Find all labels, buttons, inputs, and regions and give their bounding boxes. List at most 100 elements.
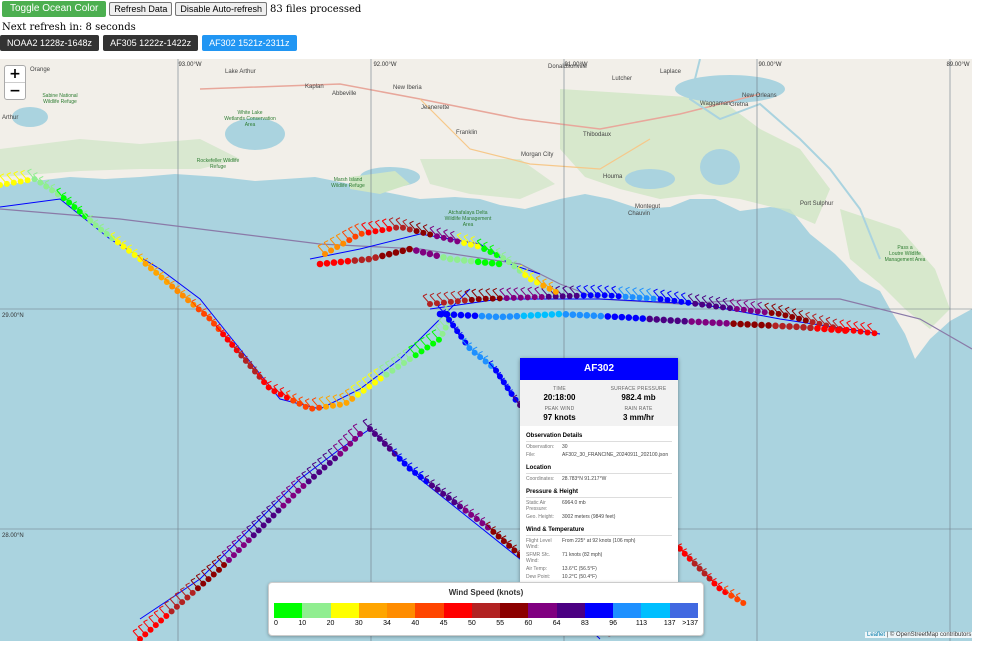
wind-observation-marker[interactable] bbox=[401, 359, 408, 366]
wind-observation-marker[interactable] bbox=[534, 279, 541, 286]
wind-observation-marker[interactable] bbox=[552, 293, 559, 300]
wind-observation-marker[interactable] bbox=[426, 250, 434, 258]
wind-observation-marker[interactable] bbox=[713, 303, 720, 310]
wind-observation-marker[interactable] bbox=[722, 589, 729, 596]
wind-observation-marker[interactable] bbox=[413, 247, 420, 254]
wind-observation-marker[interactable] bbox=[3, 180, 10, 187]
wind-observation-marker[interactable] bbox=[290, 397, 297, 404]
wind-observation-marker[interactable] bbox=[417, 474, 424, 481]
wind-observation-marker[interactable] bbox=[447, 236, 454, 243]
wind-observation-marker[interactable] bbox=[702, 318, 709, 326]
wind-observation-marker[interactable] bbox=[383, 371, 390, 378]
wind-observation-marker[interactable] bbox=[511, 547, 518, 554]
wind-observation-marker[interactable] bbox=[508, 390, 515, 397]
wind-observation-marker[interactable] bbox=[653, 316, 660, 323]
wind-observation-marker[interactable] bbox=[699, 301, 706, 308]
wind-observation-marker[interactable] bbox=[109, 235, 116, 242]
wind-observation-marker[interactable] bbox=[789, 314, 796, 321]
wind-observation-marker[interactable] bbox=[464, 312, 472, 319]
wind-observation-marker[interactable] bbox=[179, 292, 186, 299]
wind-observation-marker[interactable] bbox=[87, 217, 94, 224]
wind-observation-marker[interactable] bbox=[471, 349, 478, 356]
wind-observation-marker[interactable] bbox=[10, 179, 17, 186]
wind-observation-marker[interactable] bbox=[850, 327, 857, 334]
wind-observation-marker[interactable] bbox=[245, 537, 252, 544]
wind-observation-marker[interactable] bbox=[336, 401, 343, 408]
wind-observation-marker[interactable] bbox=[601, 292, 608, 299]
wind-observation-marker[interactable] bbox=[768, 310, 775, 317]
wind-observation-marker[interactable] bbox=[516, 267, 523, 274]
wind-observation-marker[interactable] bbox=[225, 557, 232, 564]
wind-observation-marker[interactable] bbox=[555, 310, 563, 318]
wind-observation-marker[interactable] bbox=[357, 430, 364, 437]
wind-observation-marker[interactable] bbox=[412, 352, 419, 359]
wind-observation-marker[interactable] bbox=[147, 626, 154, 633]
wind-observation-marker[interactable] bbox=[360, 387, 367, 394]
wind-observation-marker[interactable] bbox=[453, 256, 461, 264]
wind-observation-marker[interactable] bbox=[283, 394, 290, 401]
wind-observation-marker[interactable] bbox=[511, 263, 518, 270]
toggle-ocean-color-button[interactable]: Toggle Ocean Color bbox=[2, 1, 107, 17]
wind-observation-marker[interactable] bbox=[484, 524, 491, 531]
wind-observation-marker[interactable] bbox=[809, 319, 816, 326]
wind-observation-marker[interactable] bbox=[189, 589, 196, 596]
wind-observation-marker[interactable] bbox=[316, 404, 323, 411]
wind-observation-marker[interactable] bbox=[517, 294, 524, 301]
wind-observation-marker[interactable] bbox=[458, 333, 465, 340]
wind-observation-marker[interactable] bbox=[481, 245, 488, 252]
wind-observation-marker[interactable] bbox=[349, 395, 356, 402]
wind-observation-marker[interactable] bbox=[406, 245, 413, 253]
wind-observation-marker[interactable] bbox=[625, 314, 633, 321]
wind-observation-marker[interactable] bbox=[587, 292, 594, 299]
wind-observation-marker[interactable] bbox=[562, 310, 570, 318]
wind-observation-marker[interactable] bbox=[434, 486, 441, 493]
wind-observation-marker[interactable] bbox=[520, 312, 528, 320]
zoom-out-button[interactable]: − bbox=[5, 82, 25, 99]
wind-observation-marker[interactable] bbox=[450, 311, 458, 318]
wind-observation-marker[interactable] bbox=[392, 249, 400, 256]
wind-observation-marker[interactable] bbox=[71, 204, 78, 211]
wind-observation-marker[interactable] bbox=[31, 176, 38, 183]
wind-observation-marker[interactable] bbox=[342, 445, 349, 452]
wind-observation-marker[interactable] bbox=[719, 304, 726, 311]
wind-observation-marker[interactable] bbox=[152, 622, 159, 629]
wind-observation-marker[interactable] bbox=[406, 465, 413, 472]
wind-observation-marker[interactable] bbox=[629, 294, 636, 301]
wind-observation-marker[interactable] bbox=[210, 571, 217, 578]
wind-observation-marker[interactable] bbox=[490, 528, 497, 535]
wind-observation-marker[interactable] bbox=[758, 321, 765, 329]
wind-observation-marker[interactable] bbox=[466, 345, 473, 352]
wind-observation-marker[interactable] bbox=[842, 327, 849, 334]
refresh-data-button[interactable]: Refresh Data bbox=[109, 2, 173, 16]
wind-observation-marker[interactable] bbox=[240, 542, 247, 549]
wind-observation-marker[interactable] bbox=[493, 252, 500, 259]
wind-observation-marker[interactable] bbox=[510, 294, 517, 301]
wind-observation-marker[interactable] bbox=[334, 244, 341, 251]
wind-observation-marker[interactable] bbox=[674, 317, 681, 325]
wind-observation-marker[interactable] bbox=[120, 243, 127, 250]
wind-observation-marker[interactable] bbox=[305, 478, 312, 485]
wind-observation-marker[interactable] bbox=[802, 317, 809, 324]
wind-observation-marker[interactable] bbox=[389, 367, 396, 374]
wind-observation-marker[interactable] bbox=[506, 542, 513, 549]
wind-observation-marker[interactable] bbox=[496, 373, 503, 380]
wind-observation-marker[interactable] bbox=[435, 336, 442, 343]
wind-observation-marker[interactable] bbox=[185, 297, 192, 304]
wind-observation-marker[interactable] bbox=[385, 250, 393, 258]
wind-observation-marker[interactable] bbox=[126, 247, 133, 254]
wind-observation-marker[interactable] bbox=[534, 311, 542, 319]
wind-observation-marker[interactable] bbox=[650, 295, 657, 302]
wind-observation-marker[interactable] bbox=[446, 316, 453, 323]
wind-observation-marker[interactable] bbox=[440, 254, 447, 261]
wind-observation-marker[interactable] bbox=[443, 311, 451, 318]
wind-observation-marker[interactable] bbox=[566, 293, 573, 300]
wind-observation-marker[interactable] bbox=[158, 274, 165, 281]
wind-observation-marker[interactable] bbox=[664, 296, 671, 303]
wind-observation-marker[interactable] bbox=[275, 507, 282, 514]
wind-observation-marker[interactable] bbox=[323, 260, 331, 267]
wind-observation-marker[interactable] bbox=[487, 249, 494, 256]
wind-observation-marker[interactable] bbox=[316, 469, 323, 476]
wind-observation-marker[interactable] bbox=[828, 326, 835, 333]
wind-observation-marker[interactable] bbox=[594, 292, 601, 299]
wind-observation-marker[interactable] bbox=[462, 507, 469, 514]
